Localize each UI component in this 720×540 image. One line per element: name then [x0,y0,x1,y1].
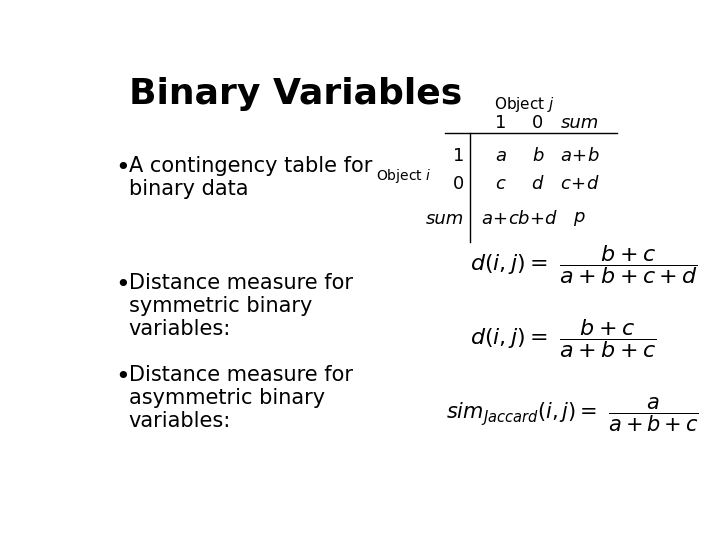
Text: asymmetric binary: asymmetric binary [129,388,325,408]
Text: $b$: $b$ [531,147,544,165]
Text: $a\!+\!c$: $a\!+\!c$ [481,210,521,228]
Text: variables:: variables: [129,319,231,339]
Text: •: • [114,156,130,180]
Text: sum: sum [561,113,599,132]
Text: $a$: $a$ [495,147,507,165]
Text: Object $\it{j}$: Object $\it{j}$ [494,96,554,114]
Text: $d(i,j)=\ \dfrac{b+c}{a+b+c+d}$: $d(i,j)=\ \dfrac{b+c}{a+b+c+d}$ [469,244,698,287]
Text: •: • [114,365,130,389]
Text: Distance measure for: Distance measure for [129,273,353,293]
Text: $d$: $d$ [531,175,545,193]
Text: •: • [114,273,130,296]
Text: 1: 1 [495,113,506,132]
Text: binary data: binary data [129,179,248,199]
Text: Distance measure for: Distance measure for [129,365,353,385]
Text: $d(i,j)=\ \dfrac{b+c}{a+b+c}$: $d(i,j)=\ \dfrac{b+c}{a+b+c}$ [469,316,656,360]
Text: variables:: variables: [129,411,231,431]
Text: Object $\it{i}$: Object $\it{i}$ [376,167,431,185]
Text: $a\!+\!b$: $a\!+\!b$ [560,147,600,165]
Text: $b\!+\!d$: $b\!+\!d$ [518,210,559,228]
Text: $p$: $p$ [573,210,586,228]
Text: symmetric binary: symmetric binary [129,296,312,316]
Text: sum: sum [426,210,464,228]
Text: $c$: $c$ [495,175,507,193]
Text: $sim_{Jaccard}(i,j)=\ \dfrac{a}{a+b+c}$: $sim_{Jaccard}(i,j)=\ \dfrac{a}{a+b+c}$ [446,396,699,434]
Text: $c\!+\!d$: $c\!+\!d$ [560,175,600,193]
Text: 0: 0 [532,113,544,132]
Text: Binary Variables: Binary Variables [129,77,462,111]
Text: 0: 0 [453,175,464,193]
Text: A contingency table for: A contingency table for [129,156,372,176]
Text: 1: 1 [453,147,464,165]
